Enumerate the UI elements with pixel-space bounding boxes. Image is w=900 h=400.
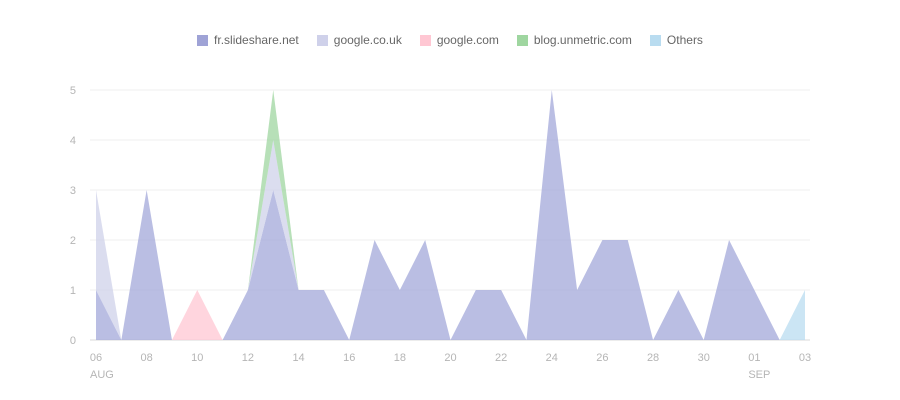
x-tick-label: 08 bbox=[141, 352, 153, 364]
legend-swatch bbox=[516, 34, 528, 46]
x-tick-sublabel: SEP bbox=[748, 369, 770, 381]
y-tick-label: 0 bbox=[70, 335, 76, 347]
y-tick-label: 5 bbox=[70, 85, 76, 97]
x-tick-label: 01 bbox=[748, 352, 760, 364]
x-tick-sublabel: AUG bbox=[90, 369, 114, 381]
area-series-2 bbox=[96, 90, 805, 340]
legend-label: google.com bbox=[436, 33, 499, 47]
y-tick-label: 2 bbox=[70, 235, 76, 247]
x-tick-label: 12 bbox=[242, 352, 254, 364]
x-tick-label: 20 bbox=[444, 352, 456, 364]
legend-swatch bbox=[649, 34, 661, 46]
legend-label: Others bbox=[666, 33, 703, 47]
y-tick-label: 4 bbox=[70, 135, 76, 147]
x-tick-label: 03 bbox=[799, 352, 811, 364]
y-tick-label: 3 bbox=[70, 185, 76, 197]
x-tick-label: 22 bbox=[495, 352, 507, 364]
x-tick-label: 30 bbox=[698, 352, 710, 364]
legend-item-others[interactable]: Others bbox=[649, 33, 703, 47]
legend-item-google-com[interactable]: google.com bbox=[419, 33, 499, 47]
legend-swatch bbox=[316, 34, 328, 46]
legend-item-google-co-uk[interactable]: google.co.uk bbox=[316, 33, 402, 47]
legend-label: fr.slideshare.net bbox=[214, 33, 299, 47]
legend: fr.slideshare.net google.co.uk google.co… bbox=[0, 33, 900, 47]
x-tick-label: 26 bbox=[596, 352, 608, 364]
legend-swatch bbox=[419, 34, 431, 46]
x-tick-label: 18 bbox=[394, 352, 406, 364]
x-tick-label: 24 bbox=[546, 352, 558, 364]
area-series-1 bbox=[96, 90, 805, 340]
x-tick-label: 14 bbox=[292, 352, 304, 364]
legend-label: blog.unmetric.com bbox=[533, 33, 632, 47]
x-tick-label: 10 bbox=[191, 352, 203, 364]
y-tick-label: 1 bbox=[70, 285, 76, 297]
x-tick-label: 16 bbox=[343, 352, 355, 364]
x-tick-label: 28 bbox=[647, 352, 659, 364]
legend-item-blog-unmetric[interactable]: blog.unmetric.com bbox=[516, 33, 632, 47]
legend-swatch bbox=[197, 34, 209, 46]
legend-item-fr-slideshare[interactable]: fr.slideshare.net bbox=[197, 33, 299, 47]
area-series-0 bbox=[96, 90, 805, 340]
legend-label: google.co.uk bbox=[333, 33, 402, 47]
x-tick-label: 06 bbox=[90, 352, 102, 364]
